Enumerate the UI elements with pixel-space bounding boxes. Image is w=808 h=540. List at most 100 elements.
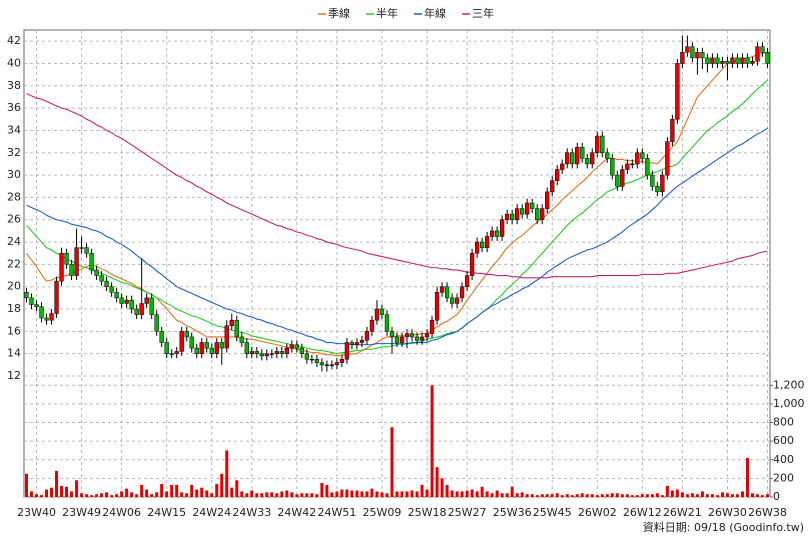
candle-body bbox=[720, 61, 725, 64]
candle-body bbox=[94, 269, 99, 276]
candle-body bbox=[244, 342, 249, 354]
candle-body bbox=[39, 306, 44, 319]
volume-bar bbox=[290, 492, 294, 497]
volume-bar bbox=[610, 493, 614, 497]
x-tick-label: 24W33 bbox=[232, 506, 271, 519]
candle-body bbox=[369, 319, 375, 332]
candle-body bbox=[675, 63, 680, 120]
y2-tick-label: 400 bbox=[773, 453, 794, 466]
candle-body bbox=[520, 208, 525, 215]
x-tick-label: 25W09 bbox=[363, 506, 402, 519]
volume-bar bbox=[120, 491, 124, 497]
volume-bar bbox=[595, 495, 599, 497]
candle-body bbox=[750, 61, 755, 64]
volume-bar bbox=[715, 495, 719, 497]
candle-body bbox=[474, 241, 480, 254]
candle-body bbox=[189, 336, 194, 349]
candle-body bbox=[344, 342, 350, 360]
candle-body bbox=[685, 46, 690, 53]
candle-body bbox=[550, 180, 555, 193]
volume-bar bbox=[255, 493, 259, 497]
y-tick-label: 28 bbox=[7, 190, 21, 203]
volume-bar bbox=[340, 489, 344, 497]
y-tick-label: 40 bbox=[7, 56, 21, 69]
candle-body bbox=[419, 336, 425, 341]
candle-body bbox=[625, 163, 630, 170]
candle-body bbox=[459, 286, 465, 299]
candle-body bbox=[464, 275, 470, 287]
volume-bar bbox=[55, 470, 59, 497]
candle-body bbox=[665, 141, 670, 176]
volume-bar bbox=[390, 427, 394, 497]
volume-bar bbox=[665, 485, 669, 497]
candle-body bbox=[540, 208, 545, 220]
volume-bar bbox=[670, 490, 674, 497]
candle-body bbox=[530, 202, 535, 209]
candle-body bbox=[545, 191, 550, 209]
y2-tick-label: 1,000 bbox=[773, 397, 805, 410]
candle-body bbox=[49, 313, 54, 321]
y-tick-label: 12 bbox=[7, 369, 21, 382]
volume-bar bbox=[65, 486, 69, 497]
candle-body bbox=[409, 333, 415, 338]
volume-bar bbox=[35, 494, 39, 497]
volume-bar bbox=[570, 495, 574, 497]
volume-bar bbox=[655, 493, 659, 497]
volume-bar bbox=[85, 494, 89, 497]
candle-body bbox=[690, 46, 695, 59]
volume-bar bbox=[580, 493, 584, 497]
candle-body bbox=[444, 286, 450, 299]
candle-body bbox=[44, 317, 49, 321]
candle-body bbox=[254, 351, 259, 354]
x-tick-label: 26W38 bbox=[748, 506, 787, 519]
candle-body bbox=[489, 230, 495, 237]
volume-bar bbox=[160, 483, 164, 497]
y2-tick-label: 0 bbox=[773, 490, 780, 503]
volume-bar bbox=[505, 493, 509, 497]
y-tick-label: 24 bbox=[7, 235, 21, 248]
candle-body bbox=[745, 57, 750, 64]
volume-bar bbox=[285, 490, 289, 497]
candle-body bbox=[109, 286, 114, 293]
volume-bar bbox=[550, 494, 554, 497]
volume-bar bbox=[750, 493, 754, 497]
candle-body bbox=[264, 353, 269, 357]
volume-bar bbox=[395, 491, 399, 497]
candle-body bbox=[59, 252, 64, 282]
volume-bar bbox=[500, 493, 504, 497]
y2-tick-label: 1,200 bbox=[773, 378, 805, 391]
volume-bar bbox=[305, 493, 309, 497]
volume-bar bbox=[495, 490, 499, 497]
volume-bar bbox=[170, 484, 174, 497]
volume-bar bbox=[370, 488, 374, 497]
candle-body bbox=[424, 333, 430, 338]
candle-body bbox=[284, 347, 290, 354]
candle-body bbox=[710, 57, 715, 64]
candle-body bbox=[29, 297, 34, 305]
volume-bar bbox=[410, 490, 414, 497]
volume-bar bbox=[335, 491, 339, 497]
volume-bar bbox=[185, 493, 189, 497]
legend-label: 年線 bbox=[424, 6, 446, 20]
volume-bar bbox=[565, 494, 569, 497]
candle-body bbox=[89, 252, 94, 271]
ma-line bbox=[26, 93, 768, 279]
candle-body bbox=[585, 158, 590, 165]
candle-body bbox=[755, 46, 760, 62]
volume-bar bbox=[195, 489, 199, 497]
volume-bar bbox=[460, 491, 464, 497]
volume-bar bbox=[705, 494, 709, 497]
candle-body bbox=[209, 347, 214, 354]
candle-body bbox=[434, 292, 440, 321]
candle-body bbox=[389, 331, 395, 338]
candle-body bbox=[635, 152, 640, 165]
volume-bar bbox=[440, 478, 444, 497]
x-tick-label: 26W12 bbox=[623, 506, 662, 519]
volume-bar bbox=[695, 494, 699, 497]
candle-body bbox=[740, 57, 745, 64]
volume-bar bbox=[105, 492, 109, 497]
candle-body bbox=[560, 163, 565, 170]
candle-body bbox=[54, 280, 59, 314]
candle-body bbox=[725, 61, 730, 64]
